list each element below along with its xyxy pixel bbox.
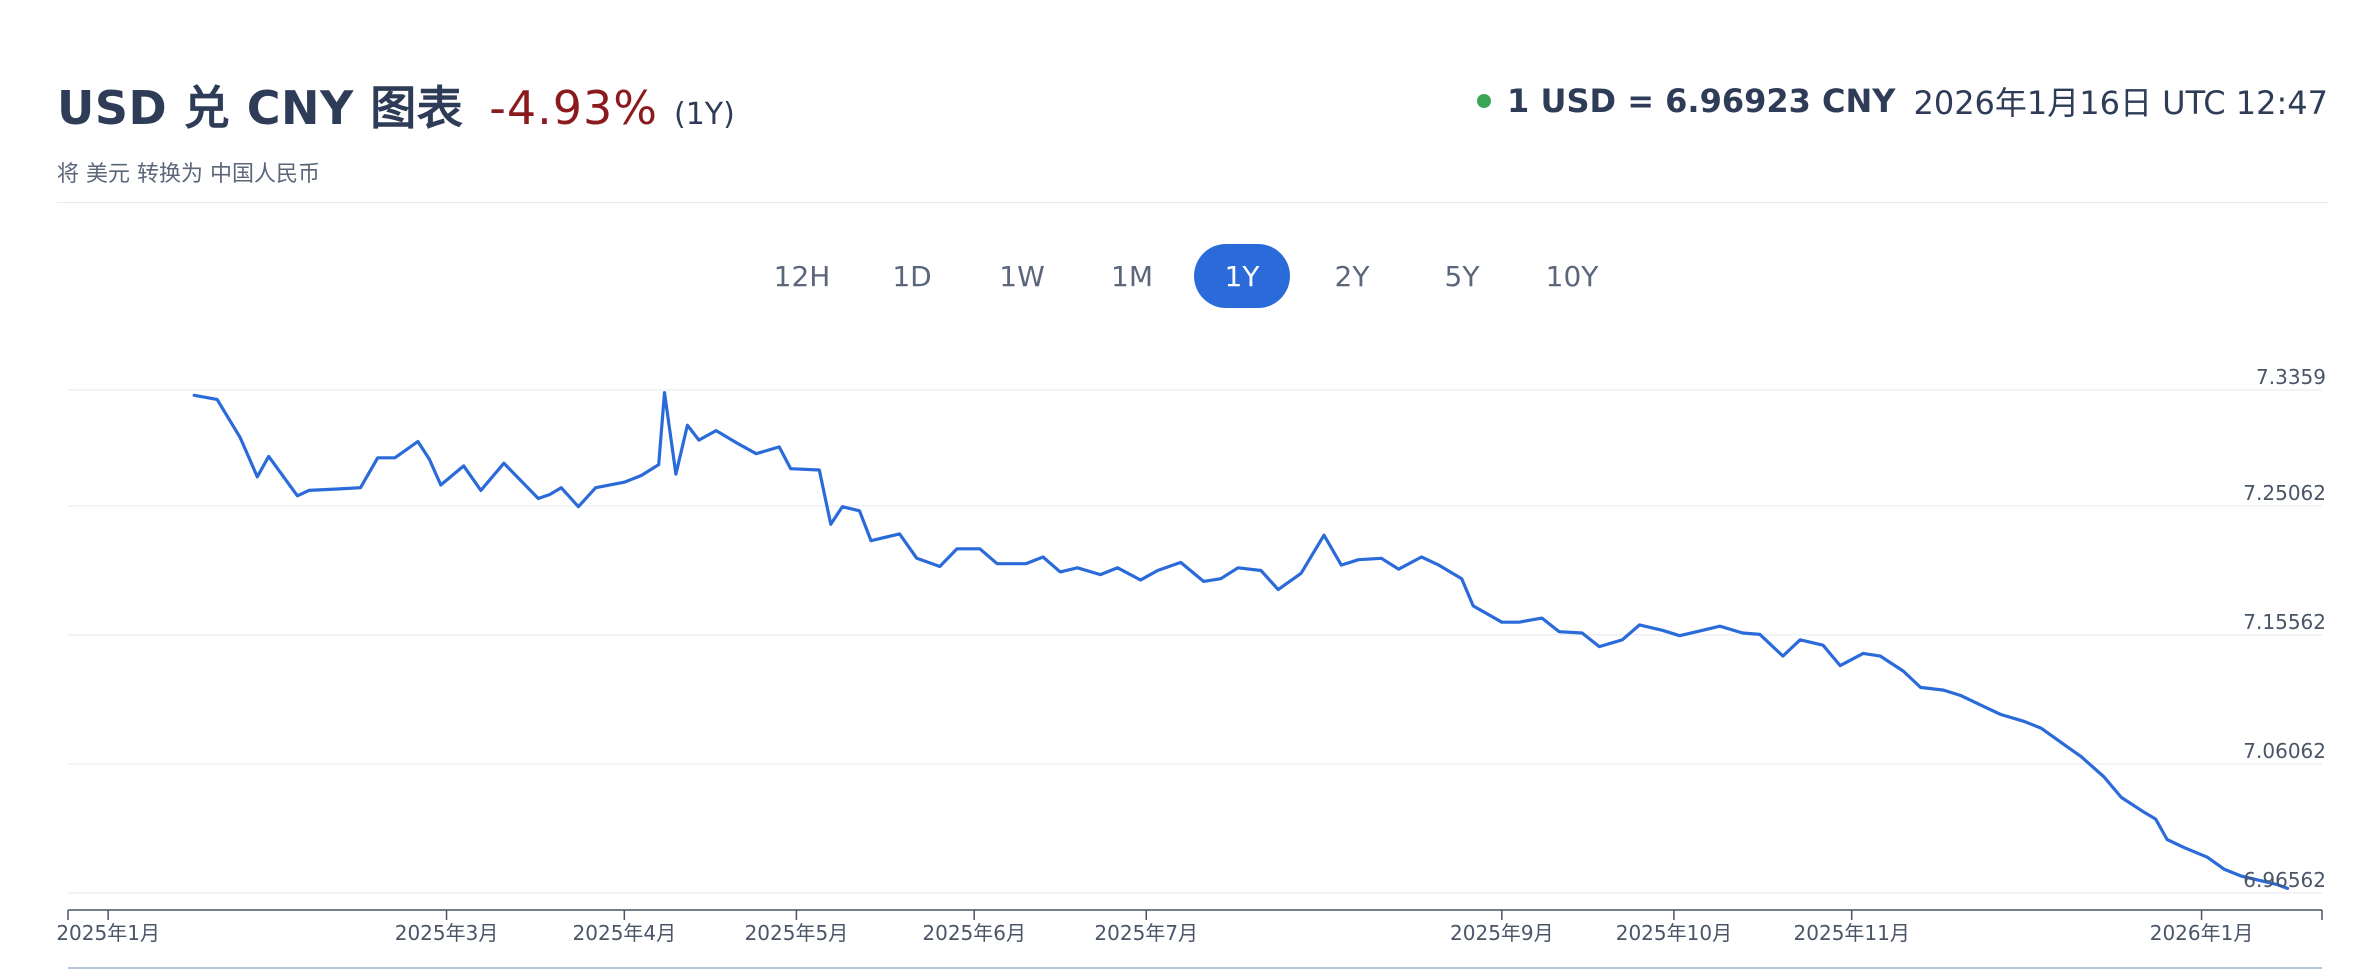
- y-tick-label: 7.15562: [2243, 610, 2326, 634]
- y-tick-label: 7.3359: [2256, 365, 2326, 389]
- tab-12h[interactable]: 12H: [773, 259, 831, 293]
- rate-value: 1 USD = 6.96923 CNY: [1507, 82, 1896, 120]
- tab-5y[interactable]: 5Y: [1444, 259, 1480, 293]
- tab-1y[interactable]: 1Y: [1194, 244, 1290, 308]
- page-subtitle: 将 美元 转换为 中国人民币: [57, 162, 320, 187]
- series-line-layer: [192, 390, 2290, 891]
- x-tick-label: 2025年9月: [1450, 921, 1554, 945]
- range-tabs: 12H 1D 1W 1M 1Y 2Y 5Y 10Y: [0, 244, 2374, 308]
- tab-10y[interactable]: 10Y: [1545, 259, 1599, 293]
- tab-1w[interactable]: 1W: [999, 259, 1045, 293]
- x-tick-label: 2025年5月: [745, 921, 849, 945]
- x-tick-label: 2025年3月: [395, 921, 499, 945]
- chart-header: USD 兑 CNY 图表 -4.93% (1Y): [57, 72, 735, 138]
- live-rate: 1 USD = 6.96923 CNY 2026年1月16日 UTC 12:47: [1477, 78, 2328, 124]
- x-tick-label: 2025年6月: [922, 921, 1026, 945]
- x-tick-label: 2025年11月: [1794, 921, 1910, 945]
- tab-2y[interactable]: 2Y: [1334, 259, 1370, 293]
- x-tick-label: 2025年7月: [1094, 921, 1198, 945]
- x-tick-label: 2025年4月: [573, 921, 677, 945]
- tab-1d[interactable]: 1D: [892, 259, 932, 293]
- live-indicator-icon: [1477, 94, 1492, 108]
- header-divider: [57, 202, 2328, 203]
- y-tick-label: 7.25062: [2243, 481, 2326, 505]
- grid-lines: [68, 389, 2322, 894]
- series-line: [192, 390, 2290, 891]
- exchange-rate-chart[interactable]: 7.3359 7.25062 7.15562 7.06062 6.96562 2025年…: [0, 340, 2374, 970]
- change-percent: -4.93%: [489, 81, 659, 135]
- y-tick-label: 6.96562: [2243, 868, 2326, 892]
- x-tick-label: 2025年10月: [1616, 921, 1732, 945]
- period-label: (1Y): [674, 97, 735, 132]
- x-tick-label: 2026年1月: [2150, 921, 2254, 945]
- y-tick-label: 7.06062: [2243, 739, 2326, 763]
- x-axis: 2025年1月 2025年3月 2025年4月 2025年5月 2025年6月 2025年…: [56, 909, 2323, 969]
- page-title: USD 兑 CNY 图表: [57, 81, 464, 135]
- rate-timestamp: 2026年1月16日 UTC 12:47: [1913, 84, 2328, 122]
- x-tick-label: 2025年1月: [56, 921, 160, 945]
- y-axis: 7.3359 7.25062 7.15562 7.06062 6.96562: [2243, 365, 2326, 892]
- tab-1m[interactable]: 1M: [1111, 259, 1153, 293]
